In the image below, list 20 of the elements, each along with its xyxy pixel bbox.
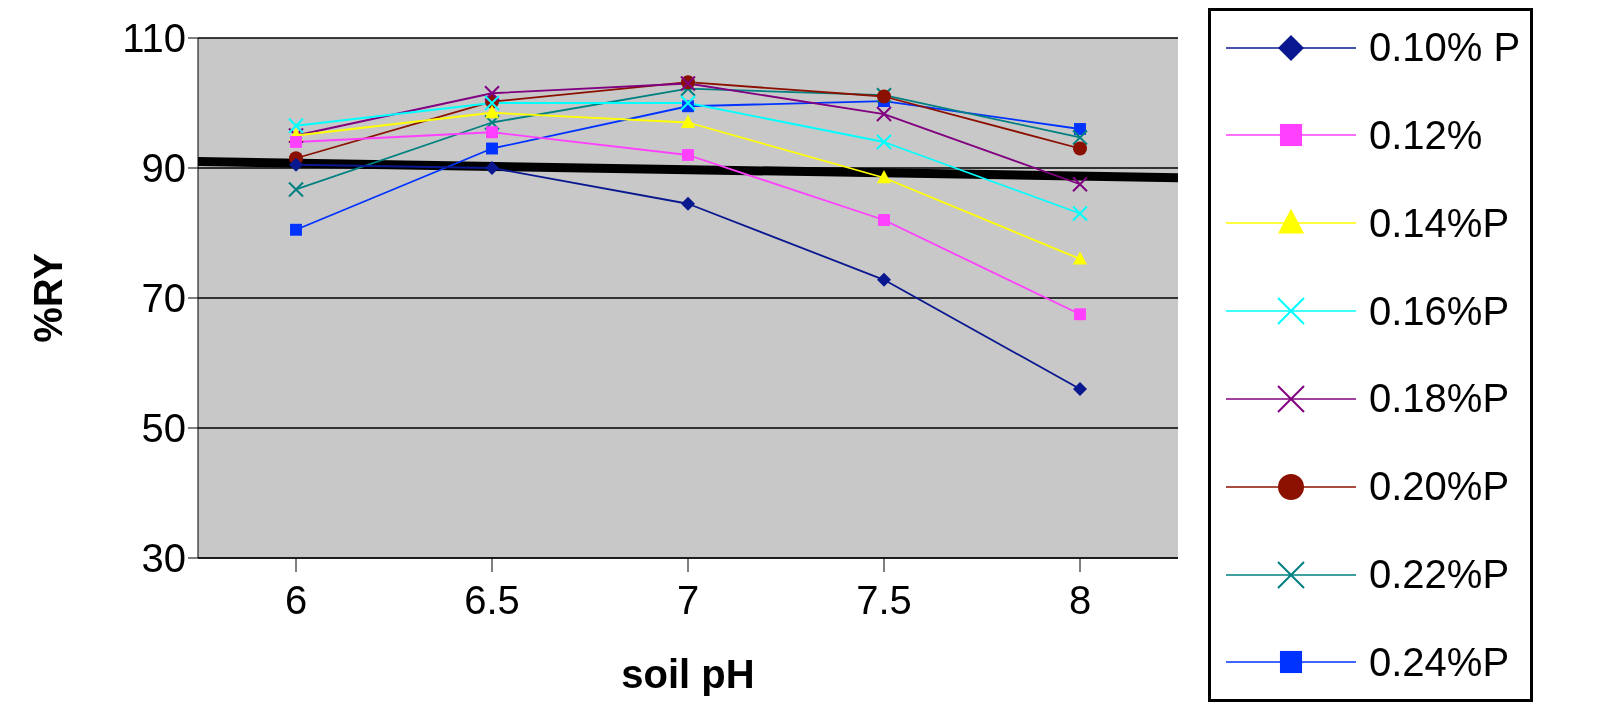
x-axis-title: soil pH [621,652,755,696]
y-tick-label: 70 [141,276,186,321]
y-axis-title: %RY [26,252,71,343]
y-tick-label: 50 [141,406,186,451]
legend-label: 0.14%P [1369,200,1510,246]
legend-label: 0.18%P [1369,376,1510,422]
legend-label: 0.20%P [1369,464,1510,510]
x-tick-label: 7.5 [856,578,912,623]
legend-label: 0.10% P [1369,25,1521,70]
legend-label: 0.12% [1369,112,1483,158]
legend-label: 0.24%P [1369,639,1510,685]
legend-label: 0.22%P [1369,552,1510,598]
x-tick-label: 6 [284,578,308,623]
x-tick-label: 6.5 [464,578,520,623]
legend-label: 0.16%P [1369,288,1510,334]
y-tick-label: 30 [141,536,186,581]
y-tick-label: 110 [122,16,186,61]
x-tick-label: 8 [1068,578,1092,623]
y-tick-label: 90 [141,146,186,191]
x-tick-label: 7 [676,578,700,623]
